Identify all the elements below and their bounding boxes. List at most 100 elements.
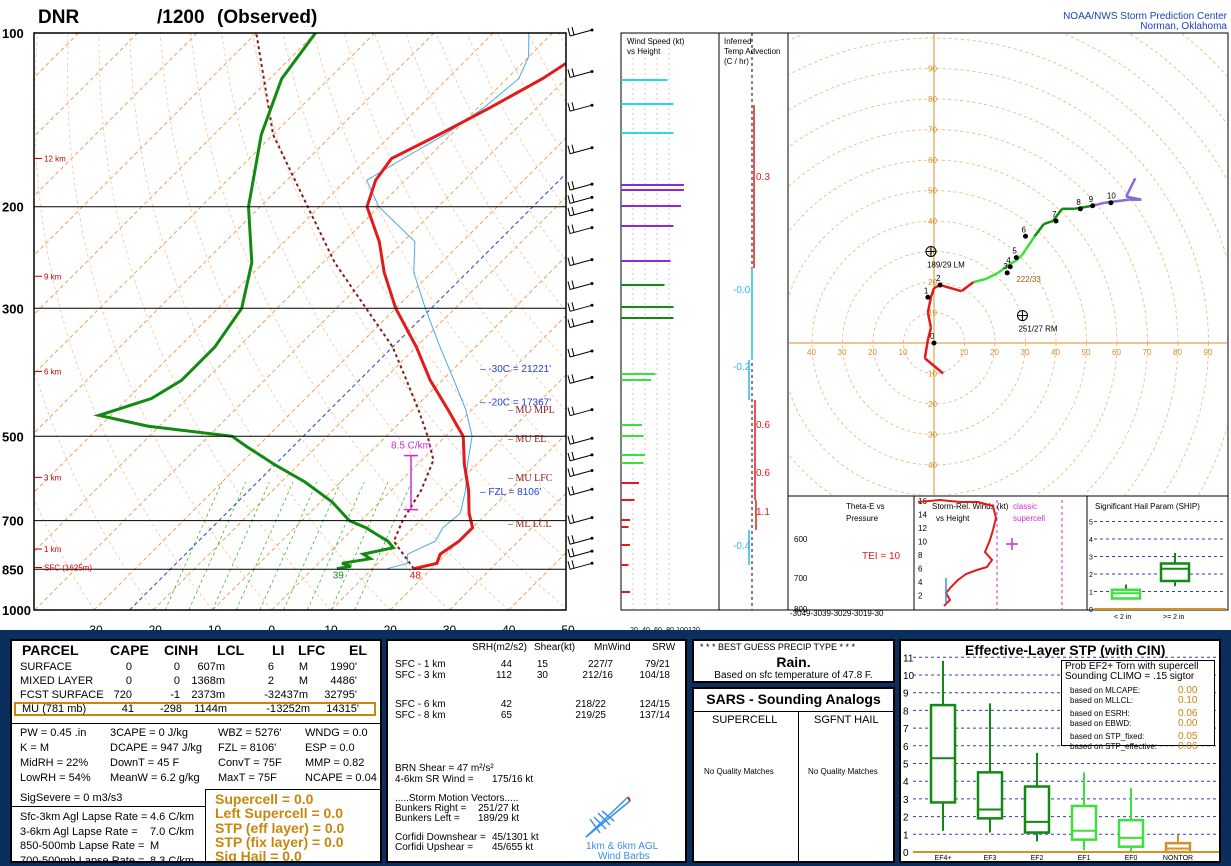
isotherm xyxy=(34,33,376,375)
sars-col-supercell: SUPERCELL xyxy=(712,714,778,726)
barb-label-line2: Wind Barbs xyxy=(598,851,650,862)
hodo-trace-segment xyxy=(1021,235,1036,256)
isotherm xyxy=(34,33,316,316)
kin-layer: SFC - 8 km xyxy=(395,710,446,721)
hodo-ring-label: 30 xyxy=(928,431,937,440)
stp-category-label: EF2 xyxy=(1031,855,1044,861)
isotherm xyxy=(152,196,566,610)
kin-value: 218/22 xyxy=(575,699,606,710)
hodo-trace-segment xyxy=(1125,195,1142,201)
temp-tick-label: 50 xyxy=(561,623,575,630)
lapse-rate-value: 4.6 C/km xyxy=(150,811,195,823)
bottom-panels: PARCEL CAPE CINH LCL LI LFC EL SURFACE 0 0… xyxy=(0,630,1231,866)
stp-based-value: 0.06 xyxy=(1178,708,1198,719)
parcel-cell: 0 xyxy=(173,675,180,687)
sars-hail-result: No Quality Matches xyxy=(808,767,878,776)
hodo-ring-label: 20 xyxy=(928,400,937,409)
temp-adv-value: -0.4 xyxy=(733,541,751,552)
ship-panel: Significant Hail Param (SHIP) 5 4 3 2 1 0 < 2 i… xyxy=(1086,495,1229,621)
wind-speed-tick: 60 xyxy=(654,627,662,630)
ship-title: Significant Hail Param (SHIP) xyxy=(1095,502,1200,511)
stp-y-label: 8 xyxy=(903,706,909,717)
col-cinh: CINH xyxy=(164,642,199,658)
wind-speed-title2: vs Height xyxy=(627,47,661,56)
pressure-label: 200 xyxy=(2,200,24,215)
wind-barb xyxy=(567,486,594,496)
isotherm xyxy=(212,255,566,610)
sars-panel: SARS - Sounding Analogs SUPERCELL SGFNT … xyxy=(692,687,895,863)
lapse-label: 8.5 C/km xyxy=(391,441,431,452)
hodo-plot: 1010101020202020303030304040404050506060… xyxy=(789,34,1227,495)
stp-based-value: 0.00 xyxy=(1178,685,1198,696)
wind-barb xyxy=(567,406,594,417)
skewt-frame xyxy=(33,32,567,611)
hodo-ring-label: 30 xyxy=(838,348,847,357)
hodo-height-label: 8 xyxy=(1076,198,1081,207)
mixing-ratio-line xyxy=(235,481,294,610)
pressure-label: 500 xyxy=(2,429,24,444)
isotherm xyxy=(389,433,566,610)
hodo-ring-label: 70 xyxy=(1143,348,1152,357)
temp-tick-label: -10 xyxy=(204,623,222,630)
parcel-cell: MU (781 mb) xyxy=(22,703,87,715)
hodo-ring-label: 10 xyxy=(928,309,937,318)
tei-value: TEI = 10 xyxy=(862,551,901,562)
lapse-rate-value: 8.3 C/km xyxy=(150,854,195,863)
kin-value: 212/16 xyxy=(582,670,613,681)
hodo-ring-label: 10 xyxy=(928,370,937,379)
hodo-height-label: 5 xyxy=(1012,247,1017,256)
wind-barb xyxy=(567,181,594,191)
kin-value: 42 xyxy=(500,699,512,710)
parcel-cell: -1 xyxy=(266,703,276,715)
sfc-temp-label: 48 xyxy=(410,571,422,582)
precip-panel: * * * BEST GUESS PRECIP TYPE * * * Rain.… xyxy=(692,639,895,683)
stp-y-label: 2 xyxy=(903,813,909,824)
obs-time: /1200 xyxy=(157,7,205,28)
dry-adiabat xyxy=(66,33,273,610)
level-label: – -20C = 17367' xyxy=(480,398,551,409)
lapse-rate-value: 7.0 C/km xyxy=(150,825,195,838)
index-value: DownT = 45 F xyxy=(110,757,180,769)
lapse-rate-label: 850-500mb Lapse Rate = xyxy=(20,840,145,852)
isotherm xyxy=(34,33,257,256)
hodo-ring-label: 50 xyxy=(1082,348,1091,357)
pressure-label: 850 xyxy=(2,562,24,577)
parcel-cell: 2 xyxy=(267,675,274,687)
stp-box xyxy=(1070,804,1098,841)
stp-category-label: EF1 xyxy=(1078,855,1091,861)
hodo-trace-segment xyxy=(1009,259,1017,265)
kinematic-headers: SRH(m2/s2) Shear(kt) MnWind SRW xyxy=(388,641,685,657)
pressure-label: 1000 xyxy=(2,603,31,618)
wind-barb xyxy=(567,514,594,525)
kin-value: 44 xyxy=(500,659,512,670)
parcel-row: FCST SURFACE 720 -1 2373m -3 2437m 32795' xyxy=(14,688,376,702)
parcel-level-label: – MU MPL xyxy=(507,405,555,416)
wind-barbs-icon xyxy=(585,796,631,838)
hodo-height-marker xyxy=(1004,270,1010,276)
stp-based-label: based on STP_effective: xyxy=(1070,742,1158,751)
hodo-left-mover-label: 189/29 LM xyxy=(927,261,965,270)
composite-param: Left Supercell = 0.0 xyxy=(215,805,343,822)
parcel-cell: MIXED LAYER xyxy=(20,675,94,687)
dewpoint-trace xyxy=(93,33,397,571)
hodo-height-label: 4 xyxy=(1006,256,1011,265)
temp-tick-label: 40 xyxy=(502,623,516,630)
hodo-height-marker xyxy=(1053,218,1059,224)
temp-tick-label: 20 xyxy=(384,623,398,630)
ship-frame xyxy=(1086,495,1229,611)
hodo-trace-segment xyxy=(960,280,975,293)
hodo-height-marker xyxy=(925,294,931,300)
parcel-cell: 720 xyxy=(113,689,132,701)
hodo-trace-segment xyxy=(926,297,933,313)
level-label: – -30C = 21221' xyxy=(480,364,551,375)
srw-classic2: supercell xyxy=(1013,514,1045,523)
parcel-row: SURFACE 0 0 607m 6 M 1990' xyxy=(14,660,376,674)
wind-speed-title1: Wind Speed (kt) xyxy=(627,37,685,46)
hodo-ring-label: 10 xyxy=(960,348,969,357)
theta-title2: Pressure xyxy=(846,514,879,523)
corfidi-down-label: Corfidi Downshear = xyxy=(395,832,486,843)
parcel-cell: -3 xyxy=(264,689,274,701)
lapse-rate-label: 3-6km Agl Lapse Rate = xyxy=(20,825,138,838)
parcel-cell: FCST SURFACE xyxy=(20,689,104,701)
